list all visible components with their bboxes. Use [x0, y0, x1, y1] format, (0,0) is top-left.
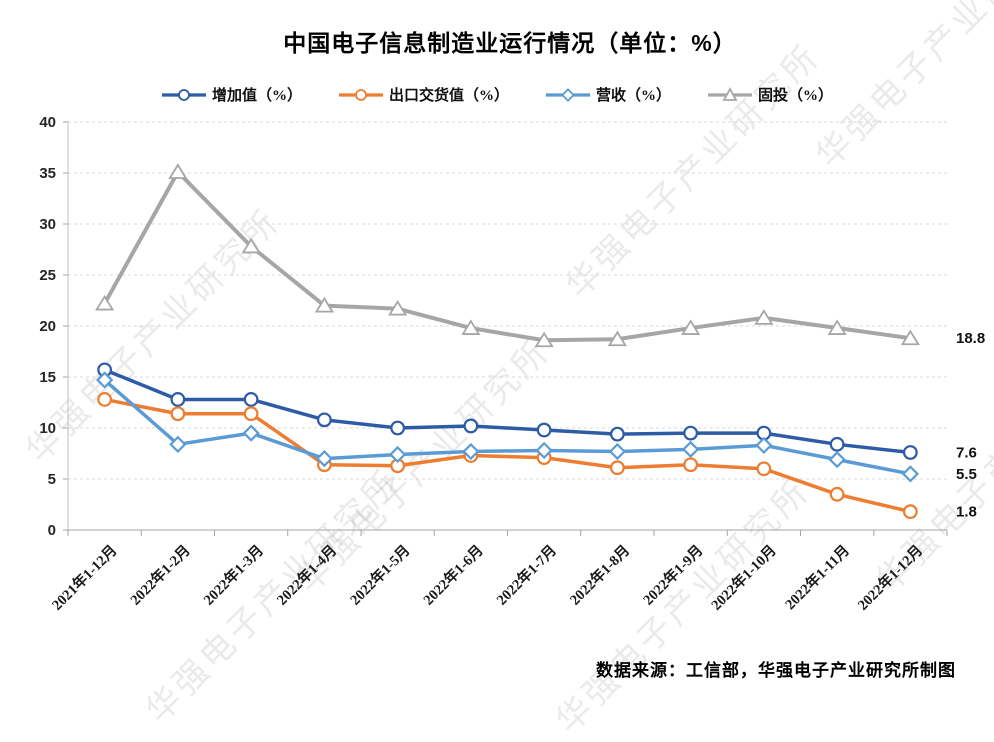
data-point-added-value	[902, 445, 918, 460]
data-point-revenue	[681, 440, 700, 459]
data-point-fixed-investment	[827, 319, 847, 335]
y-axis-label: 10	[39, 420, 56, 437]
y-axis-label: 5	[48, 471, 56, 488]
source-note: 数据来源：工信部，华强电子产业研究所制图	[596, 661, 956, 680]
data-point-export-delivery-value	[97, 392, 113, 407]
data-point-revenue	[828, 450, 846, 469]
data-point-fixed-investment	[388, 299, 408, 316]
series-line-fixed-investment	[102, 169, 913, 343]
legend-item-revenue: 营收（%）	[545, 84, 671, 105]
data-point-revenue	[462, 442, 480, 461]
data-point-fixed-investment	[900, 329, 920, 346]
data-point-added-value	[463, 418, 479, 434]
data-point-fixed-investment	[241, 237, 261, 254]
data-point-fixed-investment	[461, 319, 481, 335]
data-point-export-delivery-value	[683, 457, 699, 473]
series-line-revenue	[102, 378, 913, 476]
triangle-marker-icon	[708, 86, 753, 101]
data-point-added-value	[536, 422, 552, 438]
x-axis-label: 2022年1-11月	[781, 541, 853, 613]
y-axis-label: 35	[39, 165, 56, 182]
data-point-export-delivery-value	[243, 406, 259, 422]
x-axis-label: 2022年1-8月	[566, 541, 633, 608]
x-axis-label: 2022年1-2月	[126, 541, 193, 608]
data-point-added-value	[243, 392, 259, 407]
y-axis-label: 40	[39, 114, 56, 131]
x-axis-label: 2022年1-10月	[707, 541, 780, 614]
data-point-export-delivery-value	[829, 486, 845, 502]
legend-label: 增加值（%）	[211, 88, 302, 104]
series-line-added-value	[102, 368, 913, 455]
end-value-label-fixed-investment: 18.8	[956, 330, 985, 347]
data-point-added-value	[170, 392, 186, 407]
diamond-marker-icon	[546, 87, 590, 102]
data-point-revenue	[169, 435, 187, 453]
data-point-revenue	[535, 441, 553, 460]
data-point-revenue	[388, 445, 407, 464]
data-point-export-delivery-value	[756, 461, 772, 477]
data-point-fixed-investment	[314, 296, 334, 313]
data-point-fixed-investment	[534, 331, 554, 348]
legend-label: 营收（%）	[596, 88, 672, 104]
data-point-fixed-investment	[754, 309, 774, 325]
chart-legend: 增加值（%） 出口交货值（%） 营收（%） 固投（%）	[0, 84, 994, 105]
chart-title: 中国电子信息制造业运行情况（单位：%）	[283, 30, 737, 56]
legend-item-added-value: 增加值（%）	[161, 84, 302, 105]
data-point-added-value	[316, 412, 332, 428]
data-point-added-value	[609, 426, 625, 442]
x-axis-label: 2021年1-12月	[48, 541, 121, 614]
data-point-export-delivery-value	[609, 460, 625, 476]
data-point-revenue	[608, 442, 627, 461]
data-point-fixed-investment	[681, 319, 701, 335]
data-point-added-value	[683, 425, 699, 441]
x-axis-label: 2022年1-6月	[419, 541, 486, 608]
end-value-label-export-delivery-value: 1.8	[956, 504, 977, 521]
end-value-label-revenue: 5.5	[956, 466, 977, 483]
y-axis-label: 15	[39, 369, 56, 386]
x-axis-label: 2022年1-3月	[200, 541, 267, 608]
x-axis-label: 2022年1-9月	[639, 541, 706, 608]
y-axis-label: 30	[39, 216, 56, 233]
data-point-fixed-investment	[95, 294, 115, 311]
data-point-added-value	[829, 436, 845, 452]
data-point-added-value	[390, 420, 406, 436]
y-axis-label: 20	[39, 318, 56, 335]
legend-item-fixed-investment: 固投（%）	[707, 84, 833, 105]
data-point-export-delivery-value	[170, 406, 186, 422]
x-axis-label: 2022年1-4月	[273, 541, 340, 608]
data-point-revenue	[755, 436, 773, 454]
data-point-revenue	[901, 465, 920, 483]
y-axis-label: 25	[39, 267, 56, 284]
x-axis-label: 2022年1-5月	[346, 541, 413, 608]
circle-marker-icon	[161, 88, 206, 101]
legend-label: 固投（%）	[758, 88, 834, 104]
data-point-revenue	[315, 449, 334, 468]
legend-label: 出口交货值（%）	[388, 88, 509, 104]
y-axis-label: 0	[48, 522, 56, 539]
data-point-revenue	[242, 424, 260, 442]
series-line-export-delivery-value	[102, 397, 913, 514]
data-point-fixed-investment	[168, 163, 188, 179]
x-axis-label: 2022年1-12月	[854, 541, 927, 614]
x-axis-label: 2022年1-7月	[493, 541, 560, 608]
data-point-export-delivery-value	[902, 504, 918, 520]
circle-marker-icon	[338, 88, 383, 101]
data-point-revenue	[95, 371, 114, 389]
legend-item-export-delivery-value: 出口交货值（%）	[338, 84, 509, 105]
end-value-label-added-value: 7.6	[956, 444, 977, 461]
data-point-fixed-investment	[607, 330, 627, 347]
